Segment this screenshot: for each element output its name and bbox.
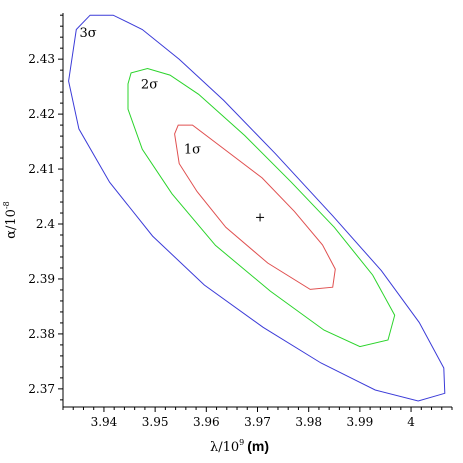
contour-label-1sigma: 1σ	[184, 143, 201, 158]
y-axis-title: α/10-8	[2, 201, 19, 239]
contour-2sigma	[127, 67, 396, 348]
contour-3sigma	[68, 14, 446, 402]
x-tick-label: 3.95	[142, 415, 169, 429]
contour-label-3sigma: 3σ	[80, 26, 97, 41]
plot-frame	[62, 13, 452, 408]
x-tick-label: 3.96	[193, 415, 220, 429]
y-tick-label: 2.39	[28, 272, 55, 286]
best-fit-marker	[256, 213, 265, 222]
axis-ticks: 3.94 3.95 3.96 3.97 3.98 3.99 4 2.37 2.38 2.39 2.4…	[28, 14, 453, 429]
x-tick-label: 3.94	[91, 415, 118, 429]
y-tick-label: 2.38	[28, 327, 55, 341]
y-tick-label: 2.42	[28, 107, 55, 121]
contour-labels: 1σ 2σ 3σ	[80, 26, 202, 157]
x-axis-title: λ/109 (m)	[210, 438, 269, 455]
contour-label-2sigma: 2σ	[141, 77, 158, 92]
y-tick-label: 2.37	[28, 382, 55, 396]
confidence-contours	[68, 14, 446, 402]
y-tick-label: 2.43	[28, 52, 55, 66]
y-tick-label: 2.41	[28, 162, 55, 176]
contour-1sigma	[174, 124, 336, 290]
x-tick-label: 3.99	[347, 415, 374, 429]
x-tick-label: 4	[407, 415, 415, 429]
y-tick-label: 2.4	[36, 217, 55, 231]
x-tick-label: 3.97	[244, 415, 271, 429]
x-tick-label: 3.98	[295, 415, 322, 429]
